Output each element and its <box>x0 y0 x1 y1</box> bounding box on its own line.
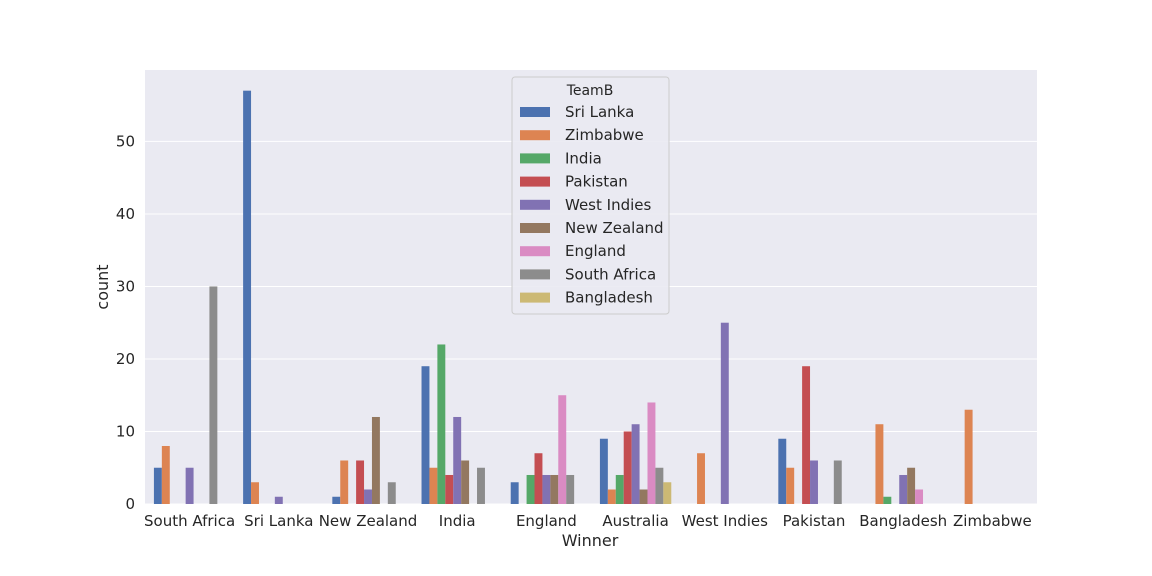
legend-label: India <box>565 149 602 167</box>
bar <box>631 424 640 504</box>
bar <box>655 467 664 504</box>
bar <box>615 474 624 504</box>
bar <box>599 438 608 504</box>
legend-swatch <box>520 153 550 164</box>
legend: TeamB Sri Lanka Zimbabwe India Pakistan West… <box>511 76 670 315</box>
legend-swatch <box>520 107 550 117</box>
legend-swatch <box>520 223 550 233</box>
bar <box>161 445 170 504</box>
bar <box>907 467 916 504</box>
y-tick-label: 20 <box>116 350 135 368</box>
legend-swatch <box>520 292 550 303</box>
bars-group <box>153 90 973 505</box>
bar <box>915 489 924 504</box>
bar <box>607 489 616 504</box>
bar <box>558 395 567 504</box>
legend-label: South Africa <box>565 265 656 283</box>
bar <box>542 474 551 504</box>
legend-swatch <box>520 130 550 141</box>
bar <box>429 467 438 504</box>
x-axis-ticks: South Africa Sri Lanka New Zealand India Eng… <box>144 512 1032 530</box>
x-tick-label: Sri Lanka <box>244 512 313 530</box>
bar <box>639 489 648 504</box>
legend-label: New Zealand <box>565 219 664 237</box>
legend-label: England <box>565 242 626 260</box>
x-tick-label: South Africa <box>144 512 235 530</box>
bar <box>566 474 575 504</box>
bar <box>534 453 543 504</box>
x-tick-label: Australia <box>602 512 668 530</box>
y-axis-ticks: 0 10 20 30 40 50 <box>116 132 135 513</box>
bar <box>786 467 795 504</box>
bar <box>274 496 283 504</box>
bar <box>243 90 252 505</box>
bar <box>477 467 485 504</box>
legend-swatch <box>520 176 550 187</box>
bar <box>964 409 973 504</box>
bar <box>875 424 884 504</box>
x-axis-label: Winner <box>562 531 619 550</box>
legend-swatch <box>520 199 550 210</box>
legend-label: West Indies <box>565 196 651 214</box>
bar <box>340 460 349 504</box>
x-tick-label: India <box>439 512 476 530</box>
bar <box>833 460 842 504</box>
legend-label: Sri Lanka <box>565 103 634 121</box>
legend-label: Bangladesh <box>565 289 653 307</box>
y-axis-label: count <box>93 264 112 309</box>
legend-title: TeamB <box>566 83 614 99</box>
bar <box>647 402 656 504</box>
y-tick-label: 0 <box>125 495 135 513</box>
bar <box>899 474 908 504</box>
bar <box>550 474 559 504</box>
bar <box>697 453 705 504</box>
y-tick-label: 40 <box>116 205 135 223</box>
bar <box>371 416 380 504</box>
bar <box>185 467 194 504</box>
x-tick-label: England <box>516 512 577 530</box>
bar <box>356 460 365 504</box>
bar <box>778 438 787 504</box>
bar <box>364 489 372 504</box>
legend-swatch <box>520 246 550 257</box>
y-tick-label: 10 <box>116 422 135 440</box>
bar <box>720 322 729 504</box>
bar <box>883 496 892 504</box>
bar <box>526 474 535 504</box>
legend-label: Pakistan <box>565 173 628 191</box>
x-tick-label: Bangladesh <box>859 512 947 530</box>
bar <box>153 467 162 504</box>
bar <box>421 366 430 504</box>
bar <box>453 416 462 504</box>
bar <box>623 431 632 504</box>
legend-swatch <box>520 269 550 280</box>
bar <box>510 482 519 504</box>
bar <box>663 482 672 504</box>
y-tick-label: 50 <box>116 132 135 150</box>
bar <box>332 496 341 504</box>
legend-box <box>511 76 670 315</box>
legend-label: Zimbabwe <box>565 126 644 144</box>
bar <box>445 474 454 504</box>
bar <box>251 482 259 504</box>
legend-items: Sri Lanka Zimbabwe India Pakistan West Indie… <box>520 103 664 307</box>
bar <box>810 460 818 504</box>
y-tick-label: 30 <box>116 277 135 295</box>
bar <box>387 482 396 504</box>
x-tick-label: Pakistan <box>783 512 846 530</box>
bar <box>802 366 811 504</box>
x-tick-label: West Indies <box>682 512 768 530</box>
bar <box>209 286 218 504</box>
bar <box>461 460 470 504</box>
x-tick-label: Zimbabwe <box>953 512 1032 530</box>
x-tick-label: New Zealand <box>319 512 418 530</box>
bar <box>437 344 446 504</box>
